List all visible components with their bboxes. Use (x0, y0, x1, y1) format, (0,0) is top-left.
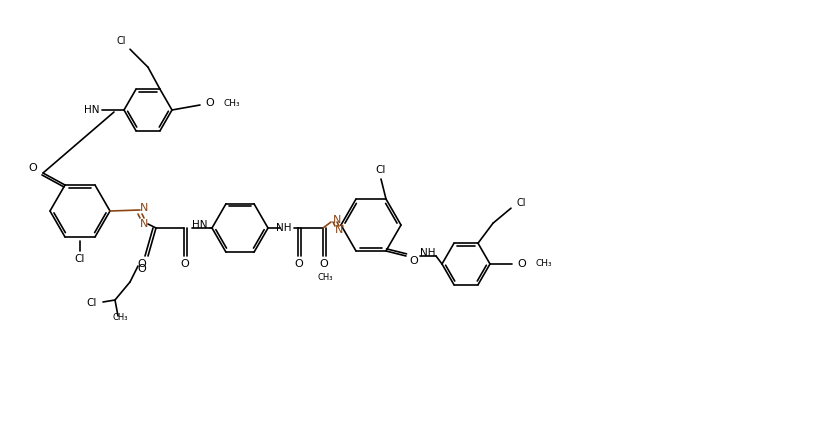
Text: N: N (334, 225, 343, 235)
Text: Cl: Cl (375, 165, 385, 175)
Text: NH: NH (276, 223, 292, 233)
Text: Cl: Cl (86, 298, 97, 308)
Text: O: O (517, 259, 526, 269)
Text: N: N (140, 219, 148, 229)
Text: Cl: Cl (516, 198, 525, 208)
Text: O: O (409, 256, 418, 266)
Text: O: O (28, 163, 38, 173)
Text: N: N (140, 203, 148, 213)
Text: CH₃: CH₃ (224, 98, 240, 107)
Text: NH: NH (420, 248, 436, 258)
Text: O: O (181, 259, 189, 269)
Text: CH₃: CH₃ (535, 259, 552, 268)
Text: Cl: Cl (74, 254, 85, 264)
Text: O: O (294, 259, 303, 269)
Text: O: O (319, 259, 328, 269)
Text: HN: HN (192, 220, 207, 230)
Text: N: N (333, 215, 341, 225)
Text: O: O (206, 98, 214, 108)
Text: O: O (137, 259, 146, 269)
Text: CH₃: CH₃ (317, 273, 333, 282)
Text: HN: HN (84, 105, 99, 115)
Text: CH₃: CH₃ (112, 314, 128, 322)
Text: Cl: Cl (116, 36, 125, 46)
Text: O: O (137, 264, 146, 274)
